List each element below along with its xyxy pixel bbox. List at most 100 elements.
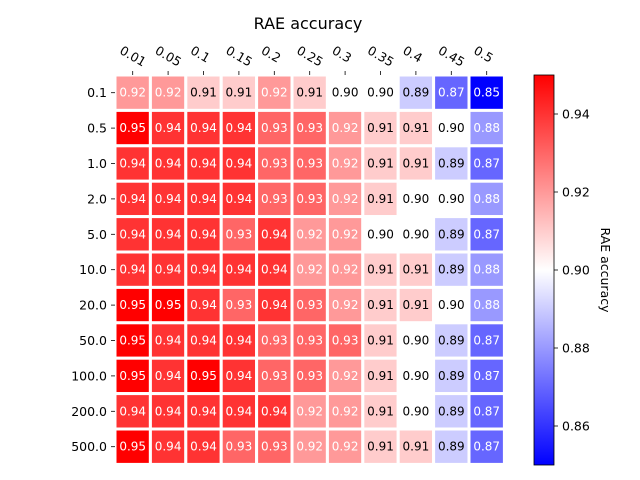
heatmap-cell-label: 0.92: [332, 369, 359, 383]
heatmap-cell: [219, 215, 259, 254]
heatmap-cell-label: 0.94: [226, 192, 253, 206]
heatmap-cell: [361, 73, 400, 112]
heatmap-cell-label: 0.94: [119, 157, 146, 171]
heatmap-cell-label: 0.89: [438, 440, 465, 454]
heatmap-cell-label: 0.94: [119, 404, 146, 418]
heatmap-cell-label: 0.91: [367, 157, 394, 171]
heatmap-cell-label: 0.91: [403, 157, 430, 171]
heatmap-cell: [361, 285, 400, 325]
x-tick-label: 0.5: [471, 43, 496, 66]
heatmap-cell-label: 0.90: [367, 227, 394, 241]
heatmap-cell-label: 0.93: [296, 157, 323, 171]
heatmap-cell-label: 0.94: [155, 121, 182, 135]
heatmap-cell: [290, 285, 329, 325]
heatmap-cell-label: 0.92: [332, 227, 359, 241]
heatmap-cell-label: 0.94: [261, 404, 288, 418]
y-tick-label: 100.0: [71, 368, 107, 383]
heatmap-cell-label: 0.91: [403, 121, 430, 135]
heatmap-cell-label: 0.93: [296, 334, 323, 348]
heatmap-cell: [467, 144, 506, 183]
x-tick-label: 0.15: [223, 43, 255, 70]
heatmap-cell-label: 0.92: [155, 86, 182, 100]
heatmap-cell-label: 0.94: [226, 263, 253, 277]
heatmap-cell-label: 0.94: [190, 298, 217, 312]
x-tick-label: 0.05: [153, 43, 185, 70]
heatmap-cell: [361, 108, 400, 148]
x-tick-label: 0.4: [400, 43, 425, 66]
heatmap-cell-label: 0.92: [296, 440, 323, 454]
heatmap-cell: [467, 427, 506, 466]
heatmap-cell: [219, 250, 259, 289]
heatmap-cell-label: 0.94: [226, 334, 253, 348]
heatmap-cell: [113, 144, 152, 183]
colorbar: 0.86 0.88 0.90 0.92 0.94: [533, 74, 590, 466]
heatmap-cell-label: 0.90: [403, 334, 430, 348]
y-tick-label: 0.5: [87, 121, 107, 136]
heatmap-cell-label: 0.91: [403, 298, 430, 312]
heatmap-cell-label: 0.92: [332, 404, 359, 418]
heatmap-cell-label: 0.90: [403, 369, 430, 383]
heatmap-cell-label: 0.87: [438, 86, 465, 100]
heatmap-cell-label: 0.94: [190, 157, 217, 171]
heatmap-cell-label: 0.87: [473, 334, 500, 348]
heatmap-cell-label: 0.95: [190, 369, 217, 383]
heatmap-cell-label: 0.91: [226, 86, 253, 100]
x-tick-label: 0.1: [188, 43, 213, 66]
y-tick-label: 200.0: [71, 404, 107, 419]
heatmap-cell: [361, 356, 400, 396]
heatmap-cell-label: 0.94: [226, 157, 253, 171]
heatmap-cell-label: 0.87: [473, 440, 500, 454]
heatmap-cell-label: 0.94: [261, 263, 288, 277]
heatmap-cell-label: 0.93: [332, 334, 359, 348]
heatmap-cell-label: 0.91: [367, 121, 394, 135]
heatmap-cell-label: 0.87: [473, 157, 500, 171]
heatmap-cell-label: 0.89: [438, 263, 465, 277]
heatmap-cell-label: 0.93: [261, 157, 288, 171]
heatmap-cell-label: 0.93: [296, 298, 323, 312]
heatmap-cell-label: 0.91: [403, 440, 430, 454]
heatmap-cell-label: 0.91: [296, 86, 323, 100]
heatmap-cell-label: 0.87: [473, 227, 500, 241]
heatmap-cell-label: 0.92: [332, 263, 359, 277]
heatmap-cell-label: 0.94: [226, 121, 253, 135]
heatmap-cell-label: 0.92: [296, 404, 323, 418]
heatmap-cell-label: 0.93: [226, 440, 253, 454]
heatmap-cell-label: 0.94: [190, 263, 217, 277]
heatmap-cell-label: 0.93: [261, 121, 288, 135]
heatmap-cell: [184, 179, 223, 219]
heatmap-cell-label: 0.95: [119, 298, 146, 312]
heatmap-cell: [148, 285, 188, 325]
heatmap-cell-label: 0.89: [438, 157, 465, 171]
heatmap-cell-label: 0.94: [190, 440, 217, 454]
heatmap-cell-label: 0.93: [226, 227, 253, 241]
heatmap-cell-label: 0.91: [367, 404, 394, 418]
x-tick-label: 0.45: [436, 43, 468, 70]
heatmap-cell: [467, 250, 506, 289]
heatmap-cell-label: 0.92: [332, 440, 359, 454]
y-tick-label: 50.0: [79, 333, 107, 348]
heatmap-cell-label: 0.92: [332, 157, 359, 171]
heatmap-cell-label: 0.91: [367, 369, 394, 383]
heatmap-cell-label: 0.92: [332, 121, 359, 135]
heatmap-cell-label: 0.90: [438, 192, 465, 206]
heatmap-cell-label: 0.92: [296, 227, 323, 241]
x-tick-label: 0.2: [259, 43, 284, 66]
heatmap-cell-label: 0.94: [190, 227, 217, 241]
heatmap-cell-label: 0.90: [332, 86, 359, 100]
heatmap-cell-label: 0.89: [438, 369, 465, 383]
heatmap-cell-label: 0.90: [403, 192, 430, 206]
heatmap-cell-label: 0.94: [190, 334, 217, 348]
y-tick-label: 20.0: [79, 298, 107, 313]
heatmap-cell-label: 0.91: [367, 263, 394, 277]
heatmap-cell: [219, 392, 259, 431]
heatmap-cell-label: 0.94: [155, 227, 182, 241]
heatmap-cell-label: 0.95: [119, 121, 146, 135]
heatmap-cell-label: 0.89: [438, 404, 465, 418]
chart-title: RAE accuracy: [254, 14, 363, 33]
y-axis-ticks: 0.1 0.5 1.0 2.0 5.0 10.0 20.0 50.0 100.0 200.0 500…: [71, 85, 115, 454]
heatmap-cell-label: 0.91: [367, 298, 394, 312]
heatmap-cell: [148, 321, 188, 360]
heatmap-cell-label: 0.94: [155, 404, 182, 418]
heatmap-cell: [467, 108, 506, 148]
heatmap-cell-label: 0.88: [473, 298, 500, 312]
